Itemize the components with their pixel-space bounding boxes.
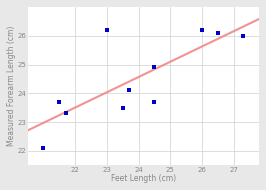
Point [241,34,245,37]
Point [200,28,204,32]
Point [120,106,125,109]
Point [216,31,220,34]
Point [57,101,61,104]
Point [152,101,157,104]
Point [127,89,131,92]
Point [41,146,45,150]
Y-axis label: Measured Forearm Length (cm): Measured Forearm Length (cm) [7,26,16,146]
Point [105,28,109,32]
X-axis label: Feet Length (cm): Feet Length (cm) [111,174,176,183]
Point [64,112,68,115]
Point [152,66,157,69]
